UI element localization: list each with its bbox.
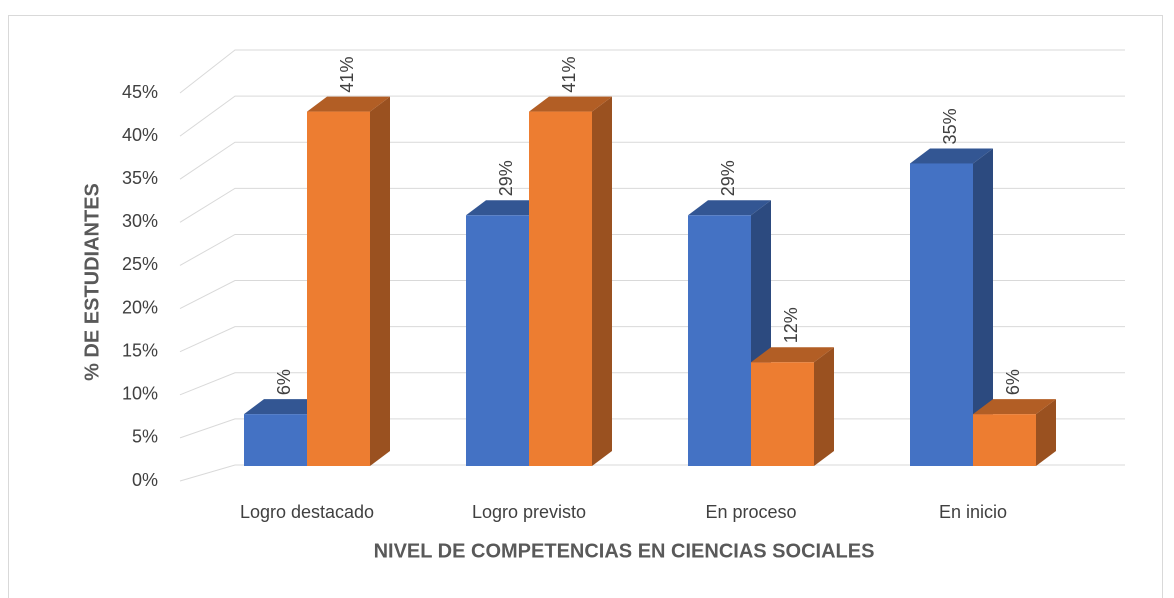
y-tick-label: 40%: [122, 125, 158, 145]
grid-line: [179, 464, 1125, 482]
bar: [910, 148, 993, 466]
y-tick-label: 20%: [122, 297, 158, 317]
bar-face: [592, 96, 612, 467]
grid-line: [179, 233, 1125, 266]
x-tick-label: Logro destacado: [240, 502, 374, 522]
bar: [529, 96, 612, 467]
grid-line: [179, 49, 1125, 94]
bar-face: [814, 347, 834, 466]
bar-face: [688, 200, 771, 216]
y-tick-label: 0%: [132, 470, 158, 490]
bar-face: [307, 96, 390, 112]
y-tick-label: 15%: [122, 340, 158, 360]
bar-face: [244, 399, 327, 415]
bar-face: [973, 399, 1056, 415]
bar-face: [751, 347, 834, 363]
bar-face: [370, 96, 390, 467]
bar-face: [973, 414, 1036, 466]
bar-face: [529, 96, 612, 112]
y-tick-label: 30%: [122, 211, 158, 231]
data-label: 6%: [1003, 369, 1023, 395]
y-tick-label: 10%: [122, 384, 158, 404]
x-tick-label: En inicio: [939, 502, 1007, 522]
y-tick-label: 5%: [132, 427, 158, 447]
bar-face: [466, 215, 529, 466]
data-label: 29%: [496, 160, 516, 196]
data-label: 41%: [559, 57, 579, 93]
bar-face: [910, 148, 993, 164]
bar-face: [466, 200, 549, 216]
data-label: 12%: [781, 307, 801, 343]
grid-line: [179, 95, 1125, 137]
grid-line: [179, 280, 1125, 310]
data-label: 29%: [718, 160, 738, 196]
bar-face: [751, 362, 814, 466]
bar: [307, 96, 390, 467]
bar-face: [529, 111, 592, 467]
bar: [751, 347, 834, 466]
data-label: 35%: [940, 108, 960, 144]
bar-face: [973, 148, 993, 466]
bar-face: [910, 163, 973, 466]
y-axis-title: % DE ESTUDIANTES: [81, 183, 103, 381]
bar-face: [1036, 399, 1056, 466]
bar: [688, 200, 771, 467]
bar-face: [244, 414, 307, 466]
grid-line: [179, 141, 1125, 180]
x-tick-label: En proceso: [705, 502, 796, 522]
y-tick-label: 45%: [122, 82, 158, 102]
x-tick-label: Logro previsto: [472, 502, 586, 522]
bar-face: [307, 111, 370, 467]
bar-face: [688, 215, 751, 466]
data-label: 6%: [274, 369, 294, 395]
x-axis-title: NIVEL DE COMPETENCIAS EN CIENCIAS SOCIAL…: [374, 540, 875, 562]
grid-line: [179, 187, 1125, 223]
y-tick-label: 35%: [122, 168, 158, 188]
bar: [973, 399, 1056, 466]
data-label: 41%: [337, 57, 357, 93]
y-tick-label: 25%: [122, 254, 158, 274]
grid-line: [179, 326, 1125, 353]
